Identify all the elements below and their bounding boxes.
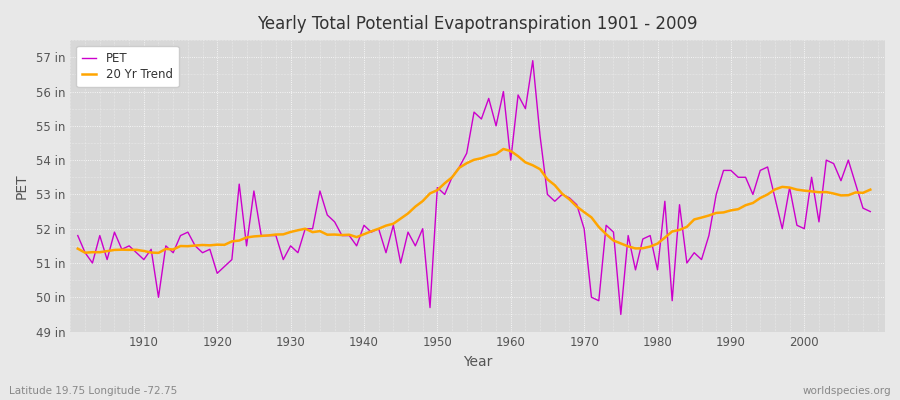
PET: [865, 209, 876, 214]
PET: [292, 250, 303, 255]
20 Yr Trend: [498, 146, 508, 151]
20 Yr Trend: [300, 226, 310, 231]
PET: [131, 250, 142, 255]
20 Yr Trend: [72, 246, 83, 251]
Text: worldspecies.org: worldspecies.org: [803, 386, 891, 396]
PET: [527, 58, 538, 63]
PET: [337, 233, 347, 238]
Title: Yearly Total Potential Evapotranspiration 1901 - 2009: Yearly Total Potential Evapotranspiratio…: [257, 15, 698, 33]
20 Yr Trend: [344, 232, 355, 237]
20 Yr Trend: [608, 238, 619, 243]
20 Yr Trend: [513, 154, 524, 158]
PET: [600, 223, 611, 228]
Line: 20 Yr Trend: 20 Yr Trend: [77, 149, 870, 253]
Text: Latitude 19.75 Longitude -72.75: Latitude 19.75 Longitude -72.75: [9, 386, 177, 396]
20 Yr Trend: [153, 250, 164, 255]
Line: PET: PET: [77, 61, 870, 314]
PET: [72, 233, 83, 238]
20 Yr Trend: [520, 160, 531, 165]
20 Yr Trend: [865, 187, 876, 192]
PET: [505, 158, 516, 162]
PET: [616, 312, 626, 317]
20 Yr Trend: [131, 248, 142, 252]
Legend: PET, 20 Yr Trend: PET, 20 Yr Trend: [76, 46, 179, 87]
X-axis label: Year: Year: [463, 355, 492, 369]
Y-axis label: PET: PET: [15, 173, 29, 199]
PET: [498, 89, 508, 94]
